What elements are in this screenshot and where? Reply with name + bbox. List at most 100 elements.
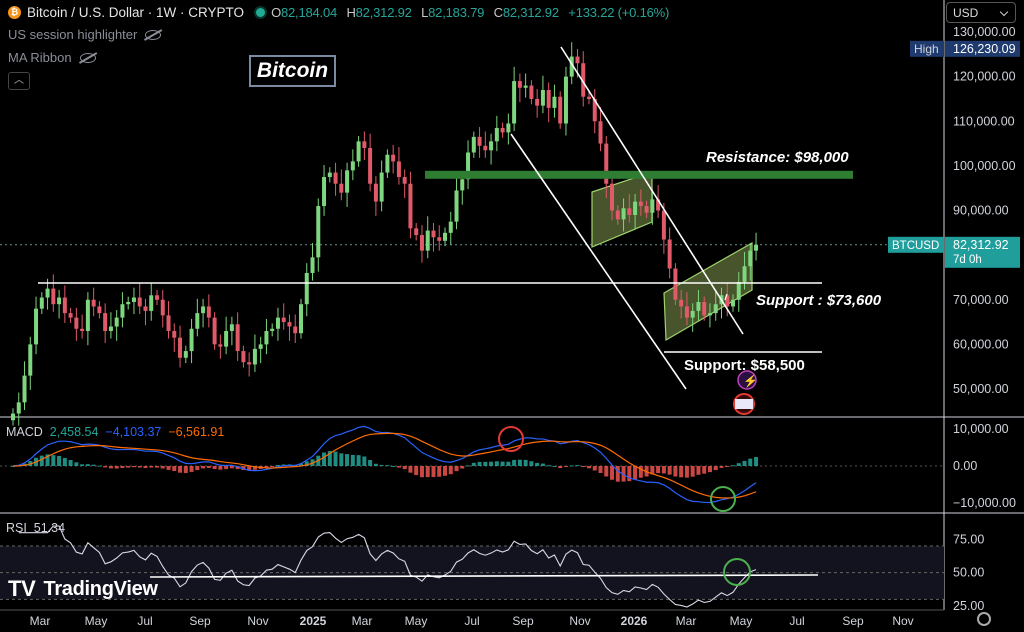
candle-body[interactable]: [166, 315, 171, 331]
candle-body[interactable]: [713, 304, 718, 314]
candle-body[interactable]: [316, 206, 321, 258]
symbol-header[interactable]: ₿ Bitcoin / U.S. Dollar · 1W · CRYPTO O8…: [8, 3, 675, 21]
candle-body[interactable]: [373, 183, 378, 202]
candle-body[interactable]: [598, 121, 603, 144]
candle-body[interactable]: [281, 317, 286, 323]
candle-body[interactable]: [512, 81, 517, 124]
settings-icon[interactable]: [977, 612, 991, 626]
candle-body[interactable]: [742, 266, 747, 282]
candle-body[interactable]: [28, 344, 33, 376]
candle-body[interactable]: [673, 268, 678, 300]
candle-body[interactable]: [252, 348, 257, 365]
candle-body[interactable]: [661, 210, 666, 240]
candle-body[interactable]: [546, 90, 551, 108]
candle-body[interactable]: [540, 90, 545, 106]
candle-body[interactable]: [189, 328, 194, 352]
candle-body[interactable]: [137, 297, 142, 307]
candle-body[interactable]: [581, 63, 586, 97]
candle-body[interactable]: [569, 56, 574, 77]
candle-body[interactable]: [103, 313, 108, 331]
candle-body[interactable]: [241, 351, 246, 363]
candle-body[interactable]: [310, 257, 315, 273]
candle-body[interactable]: [396, 161, 401, 178]
candle-body[interactable]: [91, 299, 96, 307]
candle-body[interactable]: [339, 183, 344, 193]
macd-legend[interactable]: MACD 2,458.54 −4,103.37 −6,561.91: [6, 425, 224, 439]
candle-body[interactable]: [621, 208, 626, 220]
candle-body[interactable]: [529, 85, 534, 99]
candle-body[interactable]: [650, 199, 655, 213]
candle-body[interactable]: [34, 308, 39, 345]
chevron-up-icon[interactable]: ︿: [8, 72, 30, 90]
candle-body[interactable]: [62, 297, 67, 314]
candle-body[interactable]: [552, 96, 557, 108]
candle-body[interactable]: [419, 235, 424, 251]
candle-body[interactable]: [754, 244, 759, 251]
candle-body[interactable]: [120, 304, 125, 318]
candle-body[interactable]: [362, 141, 367, 149]
candle-body[interactable]: [425, 230, 430, 251]
candle-body[interactable]: [402, 177, 407, 184]
candle-body[interactable]: [592, 98, 597, 122]
ribbon-indicator[interactable]: MA Ribbon: [8, 50, 96, 65]
candle-body[interactable]: [454, 190, 459, 222]
candle-body[interactable]: [368, 148, 373, 184]
candle-body[interactable]: [212, 317, 217, 345]
candle-body[interactable]: [155, 295, 159, 300]
candle-body[interactable]: [615, 210, 620, 220]
eye-hidden-icon[interactable]: [79, 52, 96, 63]
candle-body[interactable]: [333, 172, 338, 184]
candle-body[interactable]: [201, 306, 206, 314]
candle-body[interactable]: [494, 127, 499, 142]
candle-body[interactable]: [293, 326, 298, 334]
candle-body[interactable]: [604, 143, 609, 184]
candle-body[interactable]: [304, 272, 309, 305]
candle-body[interactable]: [160, 299, 165, 316]
candle-body[interactable]: [506, 123, 511, 133]
candle-body[interactable]: [448, 221, 453, 233]
candle-body[interactable]: [270, 328, 275, 331]
candle-body[interactable]: [350, 161, 355, 171]
candle-body[interactable]: [431, 230, 436, 238]
candle-body[interactable]: [707, 313, 712, 316]
candle-body[interactable]: [131, 297, 136, 302]
candle-body[interactable]: [275, 317, 280, 329]
candle-body[interactable]: [74, 317, 79, 329]
candle-body[interactable]: [264, 330, 269, 345]
candle-body[interactable]: [287, 322, 292, 327]
candle-body[interactable]: [16, 402, 21, 414]
candle-body[interactable]: [114, 317, 119, 327]
candle-body[interactable]: [224, 330, 229, 347]
candle-body[interactable]: [748, 250, 753, 267]
candle-body[interactable]: [178, 337, 183, 358]
lightning-event-icon[interactable]: [737, 370, 757, 390]
candle-body[interactable]: [736, 281, 741, 300]
candle-body[interactable]: [229, 324, 234, 331]
candle-body[interactable]: [235, 324, 240, 352]
candle-body[interactable]: [667, 239, 672, 269]
candle-body[interactable]: [656, 199, 661, 211]
candle-body[interactable]: [477, 136, 482, 146]
candle-body[interactable]: [345, 170, 350, 193]
candle-body[interactable]: [466, 152, 471, 180]
session-indicator[interactable]: US session highlighter: [8, 27, 162, 42]
candle-body[interactable]: [183, 351, 188, 358]
candle-body[interactable]: [535, 98, 540, 106]
candle-body[interactable]: [149, 295, 154, 311]
candle-body[interactable]: [408, 183, 413, 229]
candle-body[interactable]: [731, 299, 735, 307]
tradingview-logo[interactable]: TV TradingView: [8, 576, 158, 602]
candle-body[interactable]: [610, 183, 615, 211]
candle-body[interactable]: [327, 172, 332, 178]
candle-body[interactable]: [206, 306, 211, 318]
candle-body[interactable]: [172, 330, 177, 338]
candle-body[interactable]: [108, 326, 113, 331]
candle-body[interactable]: [644, 206, 649, 213]
candle-body[interactable]: [143, 306, 148, 311]
currency-select[interactable]: USD: [946, 2, 1016, 23]
candle-body[interactable]: [258, 344, 263, 349]
candle-body[interactable]: [80, 328, 85, 331]
candle-body[interactable]: [471, 136, 476, 153]
candle-body[interactable]: [39, 297, 44, 309]
